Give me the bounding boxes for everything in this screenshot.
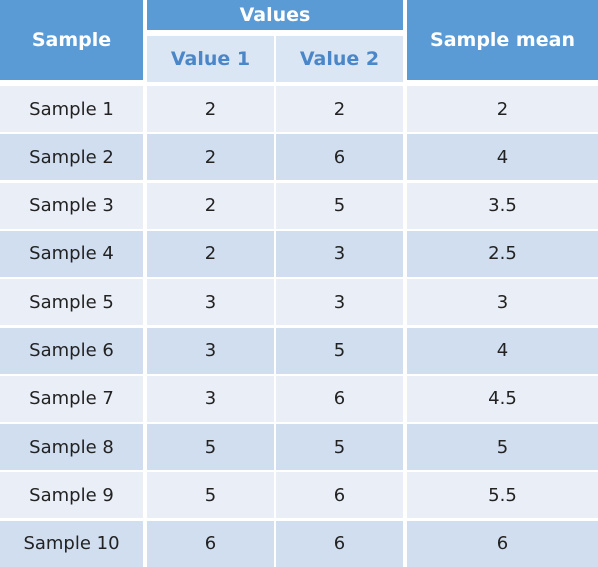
cell-sample: Sample 9	[0, 472, 143, 519]
header-sample: Sample	[0, 0, 143, 80]
cell-sample-mean: 5	[407, 424, 598, 471]
cell-value-2: 6	[276, 375, 403, 422]
cell-value-2: 5	[276, 327, 403, 374]
cell-sample: Sample 3	[0, 182, 143, 229]
cell-sample: Sample 1	[0, 86, 143, 132]
cell-sample: Sample 2	[0, 134, 143, 181]
cell-value-1: 2	[147, 86, 274, 132]
header-values-group-label: Values	[239, 4, 311, 26]
cell-sample-mean: 4.5	[407, 375, 598, 422]
cell-value-2: 3	[276, 230, 403, 277]
cell-value-2: 5	[276, 182, 403, 229]
cell-sample: Sample 6	[0, 327, 143, 374]
header-sample-mean: Sample mean	[407, 0, 598, 80]
cell-sample: Sample 5	[0, 279, 143, 326]
table-row: Sample 4 2 3 2.5	[0, 230, 598, 277]
cell-value-1: 2	[147, 134, 274, 181]
cell-sample: Sample 8	[0, 424, 143, 471]
cell-value-2: 6	[276, 520, 403, 567]
cell-value-1: 6	[147, 520, 274, 567]
header-value-1-label: Value 1	[170, 48, 251, 70]
header-values-group: Values	[147, 0, 403, 30]
table-row: Sample 10 6 6 6	[0, 520, 598, 567]
cell-value-1: 3	[147, 375, 274, 422]
header-value-1: Value 1	[147, 36, 274, 82]
cell-value-2: 6	[276, 472, 403, 519]
cell-value-1: 3	[147, 327, 274, 374]
header-sample-mean-label: Sample mean	[430, 29, 575, 51]
cell-sample-mean: 3	[407, 279, 598, 326]
cell-sample: Sample 4	[0, 230, 143, 277]
cell-value-1: 5	[147, 424, 274, 471]
cell-value-2: 6	[276, 134, 403, 181]
cell-value-1: 2	[147, 182, 274, 229]
cell-sample-mean: 2	[407, 86, 598, 132]
table-row: Sample 3 2 5 3.5	[0, 182, 598, 229]
cell-value-1: 5	[147, 472, 274, 519]
cell-value-1: 2	[147, 230, 274, 277]
header-value-2: Value 2	[276, 36, 403, 82]
table-row: Sample 9 5 6 5.5	[0, 472, 598, 519]
cell-value-2: 2	[276, 86, 403, 132]
cell-value-2: 3	[276, 279, 403, 326]
cell-value-2: 5	[276, 424, 403, 471]
cell-sample-mean: 6	[407, 520, 598, 567]
table-row: Sample 7 3 6 4.5	[0, 375, 598, 422]
cell-value-1: 3	[147, 279, 274, 326]
cell-sample-mean: 2.5	[407, 230, 598, 277]
cell-sample: Sample 7	[0, 375, 143, 422]
cell-sample-mean: 4	[407, 134, 598, 181]
cell-sample: Sample 10	[0, 520, 143, 567]
cell-sample-mean: 4	[407, 327, 598, 374]
cell-sample-mean: 3.5	[407, 182, 598, 229]
header-value-2-label: Value 2	[299, 48, 380, 70]
cell-sample-mean: 5.5	[407, 472, 598, 519]
header-sample-label: Sample	[31, 29, 112, 51]
